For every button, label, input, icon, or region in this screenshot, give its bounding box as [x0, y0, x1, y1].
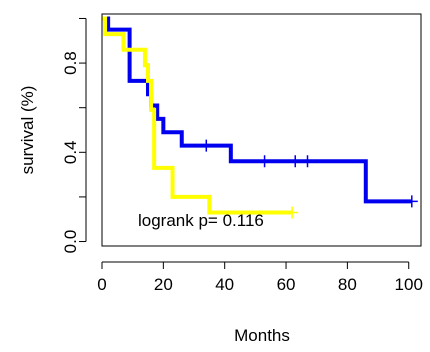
x-tick-label: 20	[154, 275, 173, 294]
censor-mark-1-1	[200, 139, 213, 152]
x-axis-label: Months	[234, 326, 290, 345]
censor-mark-1-5	[405, 195, 418, 208]
y-tick-label: 0.4	[61, 140, 80, 164]
censor-mark-2-1	[286, 206, 299, 219]
series-line-2	[102, 16, 293, 215]
censor-mark-1-3	[289, 155, 302, 168]
y-tick-label: 0.8	[61, 51, 80, 75]
censor-mark-1-2	[258, 155, 271, 168]
y-axis: 0.0 0.4 0.8	[61, 17, 87, 254]
x-axis: 0 20 40 60 80 100	[97, 261, 423, 294]
x-tick-label: 40	[215, 275, 234, 294]
x-tick-label: 80	[338, 275, 357, 294]
x-tick-label: 0	[97, 275, 106, 294]
logrank-annotation: logrank p= 0.116	[138, 211, 264, 230]
x-tick-label: 60	[277, 275, 296, 294]
y-tick-label: 0.0	[61, 230, 80, 254]
x-tick-label: 100	[395, 275, 423, 294]
plot-frame	[101, 13, 422, 247]
y-axis-label: survival (%)	[18, 86, 37, 175]
series-layer	[102, 16, 418, 219]
series-line-1	[102, 16, 412, 204]
censor-mark-1-4	[301, 155, 314, 168]
